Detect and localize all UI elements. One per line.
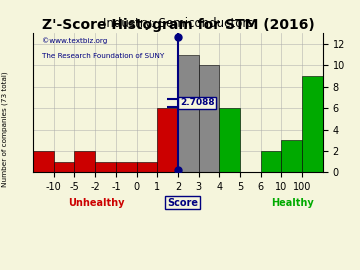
Bar	[75, 151, 95, 173]
Bar	[157, 108, 178, 173]
Bar	[136, 162, 157, 173]
Title: Z'-Score Histogram for STM (2016): Z'-Score Histogram for STM (2016)	[41, 18, 314, 32]
Text: The Research Foundation of SUNY: The Research Foundation of SUNY	[42, 53, 164, 59]
Text: Healthy: Healthy	[271, 198, 314, 208]
Bar	[33, 151, 54, 173]
Bar	[116, 162, 136, 173]
Text: Score: Score	[167, 198, 198, 208]
Bar	[282, 140, 302, 173]
Bar	[302, 76, 323, 173]
Text: Number of companies (73 total): Number of companies (73 total)	[1, 72, 8, 187]
Bar	[95, 162, 116, 173]
Text: Unhealthy: Unhealthy	[68, 198, 125, 208]
Bar	[219, 108, 240, 173]
Bar	[261, 151, 282, 173]
Bar	[178, 55, 199, 173]
Text: ©www.textbiz.org: ©www.textbiz.org	[42, 37, 107, 44]
Text: Industry: Semiconductors: Industry: Semiconductors	[103, 17, 253, 30]
Bar	[199, 65, 219, 173]
Bar	[54, 162, 75, 173]
Text: 2.7088: 2.7088	[180, 98, 215, 107]
